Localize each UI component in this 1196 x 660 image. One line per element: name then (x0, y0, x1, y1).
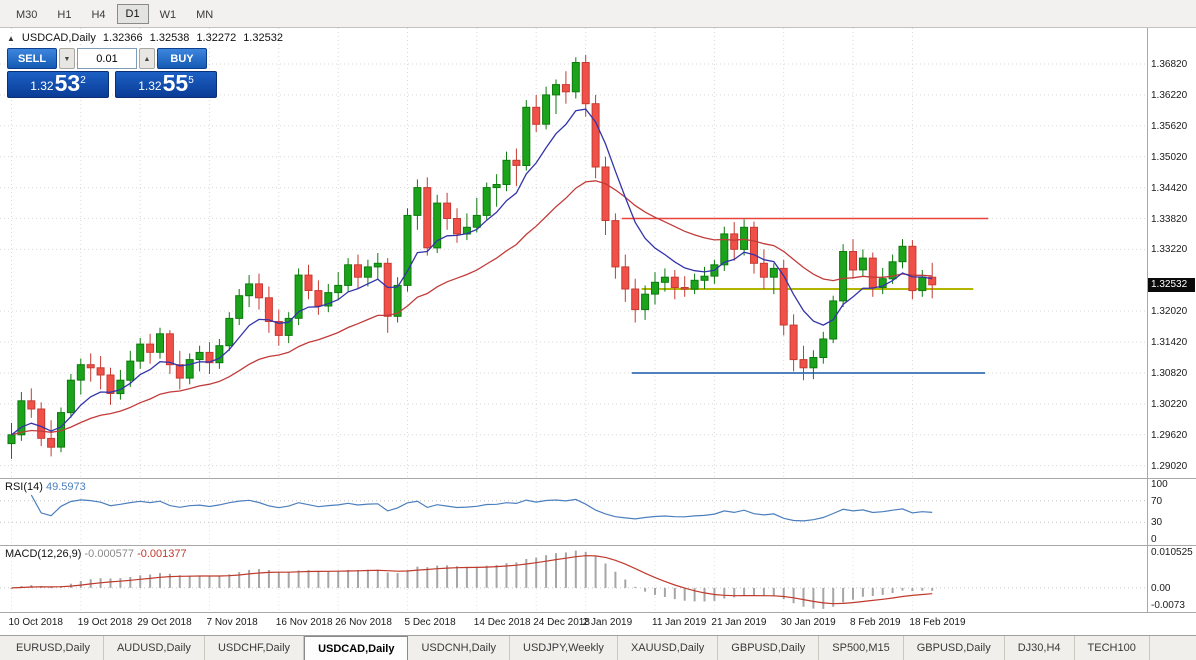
chart-tab-usdjpy-weekly[interactable]: USDJPY,Weekly (510, 636, 618, 660)
time-axis-separator (0, 612, 1196, 613)
macd-pane-svg[interactable] (0, 545, 1147, 612)
chart-tab-usdchf-daily[interactable]: USDCHF,Daily (205, 636, 305, 660)
macd-pane-separator[interactable] (0, 545, 1196, 546)
timeframe-button-w1[interactable]: W1 (159, 8, 177, 21)
ohlc-open: 1.32366 (102, 32, 143, 44)
price-axis-label: 1.31420 (1151, 337, 1188, 349)
price-axis-label: 1.29020 (1151, 460, 1188, 472)
time-axis-label: 30 Jan 2019 (780, 617, 836, 628)
volume-decrease-button[interactable]: ▼ (59, 48, 75, 69)
chart-tab-bar: EURUSD,Daily AUDUSD,Daily USDCHF,Daily USDC… (0, 635, 1196, 660)
price-axis-label: 1.29620 (1151, 429, 1188, 441)
chart-tab-usdcad-daily[interactable]: USDCAD,Daily (304, 636, 409, 660)
macd-main-value: -0.000577 (84, 548, 135, 560)
time-axis-label: 26 Nov 2018 (335, 617, 392, 628)
timeframe-button-d1[interactable]: D1 (116, 3, 149, 24)
time-axis-label: 10 Oct 2018 (8, 617, 63, 628)
timeframe-toolbar: M30 H1 H4 D1 W1 MN (0, 0, 1196, 28)
timeframe-button-h4[interactable]: H4 (91, 8, 106, 21)
time-axis-label: 2 Jan 2019 (582, 617, 633, 628)
chart-symbol-label: USDCAD,Daily (21, 32, 96, 44)
macd-axis-zero-label: 0.00 (1151, 582, 1171, 594)
time-axis-label: 14 Dec 2018 (473, 617, 531, 628)
time-axis-label: 7 Nov 2018 (206, 617, 258, 628)
macd-signal-value: -0.001377 (137, 548, 187, 560)
chart-ohlc-header: ▲ USDCAD,Daily 1.32366 1.32538 1.32272 1… (7, 32, 283, 44)
bid-price-display[interactable]: 1.32 53 2 (7, 71, 109, 98)
price-axis-label: 1.36220 (1151, 89, 1188, 101)
rsi-indicator-label: RSI(14) 49.5973 (5, 481, 86, 493)
chart-tab-sp500-m15[interactable]: SP500,M15 (819, 636, 904, 660)
rsi-pane-svg[interactable] (0, 478, 1147, 545)
time-axis-label: 19 Oct 2018 (77, 617, 133, 628)
price-axis-label: 1.30820 (1151, 367, 1188, 379)
rsi-value: 49.5973 (45, 481, 86, 493)
price-axis-label: 1.34420 (1151, 182, 1188, 194)
rsi-axis-label: 100 (1151, 479, 1168, 491)
rsi-axis-label: 30 (1151, 517, 1163, 529)
price-axis-border (1147, 28, 1148, 612)
time-axis-label: 24 Dec 2018 (533, 617, 590, 628)
bid-pips: 53 (54, 70, 81, 96)
chart-tab-audusd-daily[interactable]: AUDUSD,Daily (104, 636, 205, 660)
one-click-trading-panel: SELL ▼ ▲ BUY 1.32 53 2 1.32 55 5 (7, 48, 219, 98)
time-axis-label: 21 Jan 2019 (711, 617, 767, 628)
macd-axis-min-label: -0.0073 (1151, 600, 1185, 611)
timeframe-button-m30[interactable]: M30 (16, 8, 38, 21)
chart-tab-gbpusd-daily[interactable]: GBPUSD,Daily (718, 636, 820, 660)
ask-prefix: 1.32 (138, 79, 162, 93)
ask-pips: 55 (162, 70, 189, 96)
time-axis-label: 11 Jan 2019 (652, 617, 707, 628)
chart-tab-gbpusd-daily[interactable]: GBPUSD,Daily (904, 636, 1005, 660)
price-axis-label: 1.30220 (1151, 398, 1188, 410)
volume-input[interactable] (77, 48, 137, 69)
ohlc-high: 1.32538 (149, 32, 190, 44)
current-price-badge: 1.32532 (1148, 277, 1195, 292)
ask-point: 5 (188, 75, 194, 86)
volume-increase-button[interactable]: ▲ (139, 48, 155, 69)
sell-button[interactable]: SELL (7, 48, 57, 69)
chart-tab-tech100[interactable]: TECH100 (1075, 636, 1150, 660)
price-axis-label: 1.35620 (1151, 120, 1188, 132)
price-axis-label: 1.32020 (1151, 306, 1188, 318)
buy-button[interactable]: BUY (157, 48, 207, 69)
timeframe-button-mn[interactable]: MN (196, 8, 214, 21)
rsi-pane-separator[interactable] (0, 478, 1196, 479)
chart-area[interactable]: ▲ USDCAD,Daily 1.32366 1.32538 1.32272 1… (0, 28, 1196, 635)
chart-tab-eurusd-daily[interactable]: EURUSD,Daily (3, 636, 104, 660)
time-axis-label: 18 Feb 2019 (909, 617, 966, 628)
price-axis-label: 1.35020 (1151, 151, 1188, 163)
price-axis-label: 1.36820 (1151, 59, 1188, 71)
time-axis-label: 8 Feb 2019 (850, 617, 901, 628)
macd-indicator-label: MACD(12,26,9) -0.000577 -0.001377 (5, 548, 187, 560)
macd-axis-max-label: 0.010525 (1151, 547, 1193, 558)
bid-point: 2 (80, 75, 86, 86)
one-click-collapse-icon[interactable]: ▲ (7, 33, 15, 43)
main-chart-svg[interactable] (0, 28, 1147, 478)
time-axis-label: 29 Oct 2018 (137, 617, 192, 628)
rsi-axis-label: 70 (1151, 495, 1163, 507)
chart-tab-dj30-h4[interactable]: DJ30,H4 (1005, 636, 1075, 660)
ohlc-low: 1.32272 (196, 32, 237, 44)
chart-tab-xauusd-daily[interactable]: XAUUSD,Daily (618, 636, 719, 660)
ohlc-close: 1.32532 (243, 32, 283, 44)
time-axis-label: 16 Nov 2018 (275, 617, 333, 628)
price-axis-label: 1.33220 (1151, 244, 1188, 256)
bid-prefix: 1.32 (30, 79, 54, 93)
chart-tab-usdcnh-daily[interactable]: USDCNH,Daily (408, 636, 511, 660)
price-axis-label: 1.33820 (1151, 213, 1188, 225)
time-axis-label: 5 Dec 2018 (404, 617, 456, 628)
rsi-axis-label: 0 (1151, 533, 1157, 545)
timeframe-button-h1[interactable]: H1 (57, 8, 72, 21)
ask-price-display[interactable]: 1.32 55 5 (115, 71, 217, 98)
